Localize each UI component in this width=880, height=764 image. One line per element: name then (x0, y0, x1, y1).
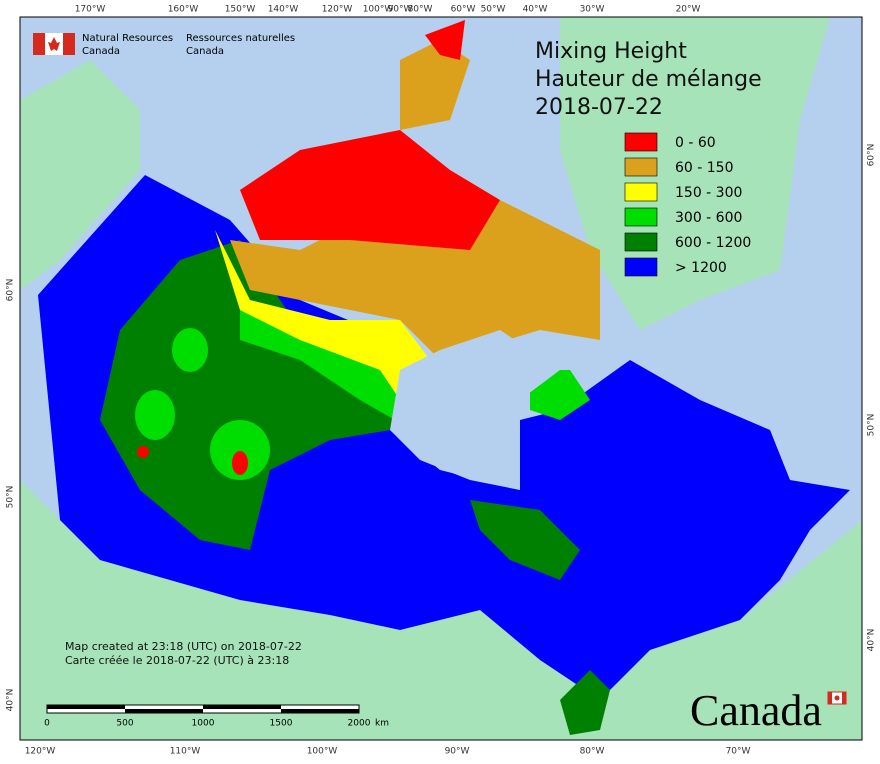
org-name: Ressources naturelles (186, 33, 295, 44)
bottom-axis: 120°W 110°W 100°W 90°W 80°W 70°W (25, 747, 751, 757)
legend-label: 150 - 300 (675, 185, 742, 201)
lon-label: 100°W (363, 5, 394, 15)
lat-label: 40°N (6, 689, 16, 712)
org-name: Canada (82, 46, 120, 57)
region-150-300 (215, 230, 430, 400)
region-0-60 (232, 451, 248, 475)
region-0-60 (137, 446, 149, 458)
legend-label: 0 - 60 (675, 135, 716, 151)
region-0-60 (425, 20, 465, 60)
scale-label: 0 (44, 719, 50, 729)
region-300-600 (210, 420, 270, 480)
credit: Carte créée le 2018-07-22 (UTC) à 23:18 (65, 654, 289, 667)
scale-bar: km 0 500 1000 1500 2000 (44, 704, 389, 729)
legend-label: 600 - 1200 (675, 235, 751, 251)
org-name: Canada (186, 46, 224, 57)
lon-label: 80°W (580, 747, 605, 757)
lon-label: 160°W (168, 5, 199, 15)
left-axis: 60°N 50°N 40°N (6, 279, 16, 712)
top-axis: 170°W 160°W 150°W 140°W 120°W 100°W 90°W… (75, 5, 701, 15)
lon-label: 90°W (445, 747, 470, 757)
region-60-150 (400, 40, 470, 130)
logo: Natural Resources Canada Ressources natu… (33, 33, 295, 57)
wordmark: Canada (690, 686, 847, 735)
wordmark-flag-bar (828, 692, 832, 704)
legend-swatch (624, 182, 658, 202)
lon-label: 40°W (523, 5, 548, 15)
lat-label: 50°N (867, 414, 877, 437)
region-300-600 (530, 370, 590, 420)
flag-bar (63, 33, 75, 55)
lon-label: 170°W (75, 5, 106, 15)
legend-label: 300 - 600 (675, 210, 742, 226)
region-300-600 (135, 390, 175, 440)
region-0-60 (240, 130, 500, 250)
right-axis: 60°N 50°N 40°N (867, 144, 877, 652)
lon-label: 60°W (451, 5, 476, 15)
legend-swatch (624, 132, 658, 152)
lon-label: 20°W (676, 5, 701, 15)
lat-label: 40°N (867, 629, 877, 652)
map-area (19, 16, 863, 741)
scale-segment (203, 705, 281, 709)
lon-label: 70°W (726, 747, 751, 757)
lon-label: 50°W (481, 5, 506, 15)
lat-label: 60°N (867, 144, 877, 167)
united-states (20, 480, 862, 740)
title: Mixing Height (535, 39, 687, 64)
legend-swatch (624, 207, 658, 227)
canada-wordmark: Canada (690, 686, 822, 735)
legend-label: 60 - 150 (675, 160, 734, 176)
region-600-1200 (470, 500, 580, 580)
lon-label: 140°W (268, 5, 299, 15)
scale-unit: km (375, 719, 389, 729)
scale-label: 500 (116, 719, 133, 729)
legend-swatch (624, 257, 658, 277)
flag-bar (33, 33, 45, 55)
lon-label: 90°W (388, 5, 413, 15)
lon-label: 110°W (170, 747, 201, 757)
org-name: Natural Resources (82, 33, 173, 44)
lon-label: 30°W (580, 5, 605, 15)
hudson-bay (390, 330, 560, 490)
map-frame (19, 16, 863, 741)
scale-segment (125, 709, 203, 713)
region-600-1200 (560, 670, 610, 735)
scale-segment (281, 709, 359, 713)
scale-segment (47, 705, 125, 709)
lon-label: 120°W (322, 5, 353, 15)
maple-leaf (48, 37, 60, 51)
wordmark-leaf (834, 695, 840, 701)
legend-swatch (624, 232, 658, 252)
lat-label: 60°N (6, 279, 16, 302)
scale-label: 1500 (270, 719, 293, 729)
lon-label: 80°W (408, 5, 433, 15)
legend-label: > 1200 (675, 260, 727, 276)
region-300-600 (172, 328, 208, 372)
legend: 0 - 60 60 - 150 150 - 300 300 - 600 600 - 12… (624, 132, 751, 277)
greenland (560, 17, 830, 330)
lon-label: 150°W (225, 5, 256, 15)
lon-label: 120°W (25, 747, 56, 757)
title: Hauteur de mélange (535, 67, 762, 92)
region-600-1200 (100, 240, 400, 550)
legend-swatch (624, 157, 658, 177)
alaska (20, 60, 140, 290)
scale-label: 1000 (192, 719, 215, 729)
lon-label: 100°W (307, 747, 338, 757)
lat-label: 50°N (6, 486, 16, 509)
scale-label: 2000 (348, 719, 371, 729)
date: 2018-07-22 (535, 95, 663, 120)
credit: Map created at 23:18 (UTC) on 2018-07-22 (65, 640, 302, 653)
wordmark-flag-bar (842, 692, 846, 704)
